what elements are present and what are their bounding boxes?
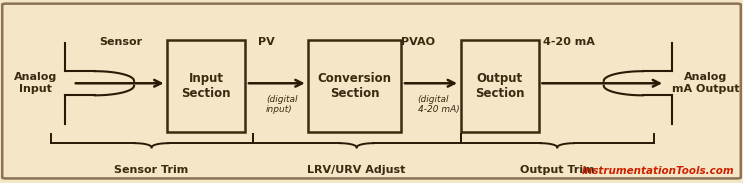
Text: PVAO: PVAO — [400, 37, 435, 47]
Text: PV: PV — [258, 37, 274, 47]
Text: Output
Section: Output Section — [475, 72, 525, 100]
Text: LRV/URV Adjust: LRV/URV Adjust — [308, 165, 406, 175]
Text: Analog
mA Output: Analog mA Output — [672, 72, 739, 94]
Text: Sensor Trim: Sensor Trim — [114, 165, 189, 175]
FancyBboxPatch shape — [167, 40, 245, 132]
Text: 4-20 mA: 4-20 mA — [543, 37, 595, 47]
Text: InstrumentationTools.com: InstrumentationTools.com — [582, 166, 734, 176]
FancyBboxPatch shape — [2, 4, 741, 178]
FancyBboxPatch shape — [308, 40, 401, 132]
Text: Sensor: Sensor — [100, 37, 143, 47]
Text: Input
Section: Input Section — [181, 72, 231, 100]
Text: Output Trim: Output Trim — [520, 165, 594, 175]
FancyBboxPatch shape — [461, 40, 539, 132]
Text: Conversion
Section: Conversion Section — [318, 72, 392, 100]
Text: Analog
Input: Analog Input — [14, 72, 57, 94]
Text: (digital
input): (digital input) — [266, 95, 297, 114]
Text: (digital
4-20 mA): (digital 4-20 mA) — [418, 95, 459, 114]
